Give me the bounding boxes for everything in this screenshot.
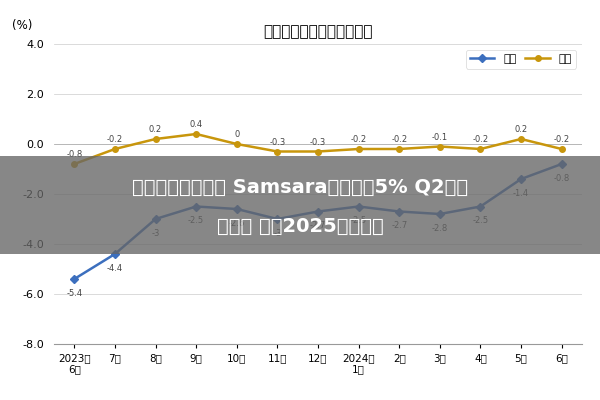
Legend: 同比, 环比: 同比, 环比: [466, 50, 577, 68]
Text: -0.8: -0.8: [66, 150, 82, 159]
Title: 工业生产者出厂价格涨跌幅: 工业生产者出厂价格涨跌幅: [263, 24, 373, 39]
环比: [152, 137, 159, 142]
同比: [477, 204, 484, 209]
同比: [314, 209, 322, 214]
Text: -0.2: -0.2: [107, 135, 123, 144]
环比: [233, 142, 241, 146]
Text: -0.3: -0.3: [269, 138, 286, 146]
Text: -2.6: -2.6: [229, 219, 245, 228]
Text: 0.4: 0.4: [190, 120, 203, 129]
环比: [314, 149, 322, 154]
Line: 同比: 同比: [71, 161, 565, 282]
同比: [193, 204, 200, 209]
Text: -1.4: -1.4: [513, 189, 529, 198]
Text: -0.2: -0.2: [391, 135, 407, 144]
环比: [558, 146, 565, 151]
Text: -0.2: -0.2: [350, 135, 367, 144]
Text: 0.2: 0.2: [515, 125, 527, 134]
同比: [112, 252, 119, 256]
同比: [436, 212, 443, 216]
Text: -0.8: -0.8: [554, 174, 570, 183]
环比: [274, 149, 281, 154]
同比: [558, 162, 565, 166]
Text: -2.5: -2.5: [188, 216, 204, 225]
Text: -0.3: -0.3: [310, 138, 326, 146]
Text: -2.7: -2.7: [310, 221, 326, 230]
同比: [71, 277, 78, 282]
同比: [274, 217, 281, 222]
Text: 0: 0: [234, 130, 239, 139]
环比: [112, 146, 119, 151]
环比: [436, 144, 443, 149]
Text: -2.7: -2.7: [391, 221, 407, 230]
环比: [71, 162, 78, 166]
环比: [193, 132, 200, 136]
Text: -5.4: -5.4: [66, 289, 82, 298]
Text: -0.2: -0.2: [472, 135, 488, 144]
Text: (%): (%): [12, 19, 32, 32]
同比: [355, 204, 362, 209]
Line: 环比: 环比: [71, 131, 565, 167]
Text: -4.4: -4.4: [107, 264, 123, 273]
同比: [152, 217, 159, 222]
Text: -3: -3: [151, 229, 160, 238]
Text: -2.5: -2.5: [472, 216, 488, 225]
Text: 超预期 上调2025财年指引: 超预期 上调2025财年指引: [217, 217, 383, 236]
同比: [517, 177, 524, 182]
Text: 0.2: 0.2: [149, 125, 162, 134]
同比: [233, 206, 241, 211]
环比: [395, 146, 403, 151]
Text: 安全股票配资公司 Samsara盘前涨超5% Q2业绩: 安全股票配资公司 Samsara盘前涨超5% Q2业绩: [132, 178, 468, 197]
Text: -2.8: -2.8: [432, 224, 448, 233]
Text: -0.2: -0.2: [554, 135, 570, 144]
环比: [355, 146, 362, 151]
Text: -0.1: -0.1: [432, 132, 448, 142]
环比: [517, 137, 524, 142]
同比: [395, 209, 403, 214]
环比: [477, 146, 484, 151]
Text: -3: -3: [273, 229, 281, 238]
Text: -2.5: -2.5: [350, 216, 367, 225]
